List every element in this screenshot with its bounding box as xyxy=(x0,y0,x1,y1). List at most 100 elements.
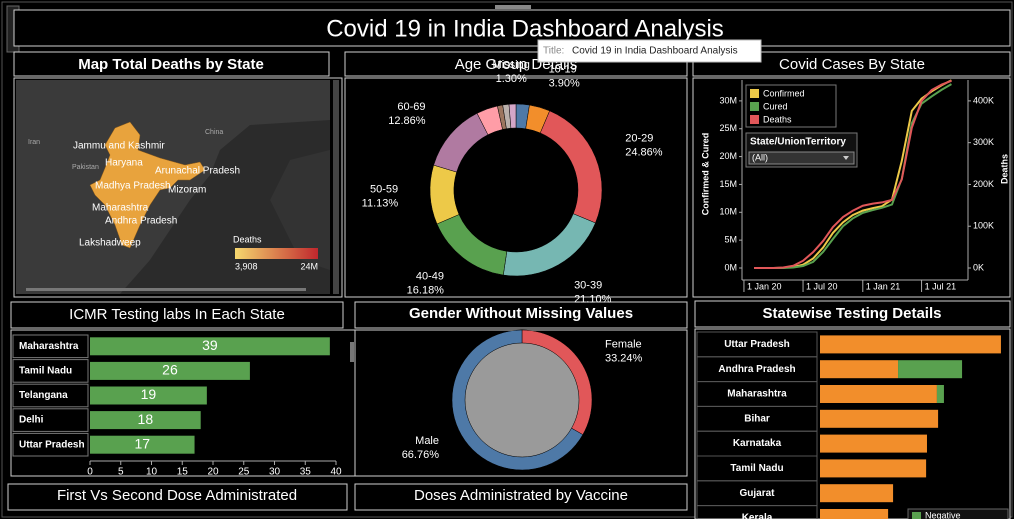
legend-label: Cured xyxy=(763,101,788,111)
legend-swatch xyxy=(750,102,759,111)
scrollbar[interactable] xyxy=(333,80,339,294)
bar-segment[interactable] xyxy=(820,509,889,519)
panel-title: ICMR Testing labs In Each State xyxy=(69,306,285,323)
country-label: Iran xyxy=(28,139,40,146)
category-label: Tamil Nadu xyxy=(19,366,72,377)
panel-title: Statewise Testing Details xyxy=(763,305,942,322)
legend-box xyxy=(745,84,837,128)
legend-max: 24M xyxy=(300,261,318,271)
state-label: Mizoram xyxy=(168,185,206,196)
state-label: Arunachal Pradesh xyxy=(155,166,240,177)
country-label: China xyxy=(205,129,223,136)
bar[interactable] xyxy=(90,361,250,380)
country-label: Pakistan xyxy=(72,164,99,171)
slice-value: 11.13% xyxy=(362,198,399,210)
bar-segment[interactable] xyxy=(820,484,894,503)
series-line xyxy=(754,79,952,269)
category-label: Maharashtra xyxy=(19,341,79,352)
x-tick-label: 0 xyxy=(87,467,93,478)
bar-segment[interactable] xyxy=(820,409,939,428)
donut-center xyxy=(465,343,579,457)
legend-label: Deaths xyxy=(763,114,792,124)
slice-value: 16.18% xyxy=(407,284,445,296)
state-label: Andhra Pradesh xyxy=(105,216,177,227)
category-label: Karnataka xyxy=(733,438,782,449)
slice-label: Female xyxy=(605,339,642,351)
bar-segment[interactable] xyxy=(820,335,1001,354)
donut-slice[interactable] xyxy=(508,103,517,129)
scrollbar[interactable] xyxy=(350,342,354,362)
y-tick-label: 15M xyxy=(719,179,737,189)
y-tick-label: 20M xyxy=(719,151,737,161)
panel-title: First Vs Second Dose Administrated xyxy=(57,487,297,504)
panel-title: Map Total Deaths by State xyxy=(78,56,264,73)
y2-tick-label: 0K xyxy=(973,262,984,272)
category-label: Telangana xyxy=(19,390,68,401)
y-tick-label: 5M xyxy=(724,235,737,245)
y-axis-title: Confirmed & Cured xyxy=(700,133,710,216)
row-label-cell xyxy=(12,432,89,457)
row-label-cell xyxy=(696,505,818,519)
slice-label: 40-49 xyxy=(416,270,444,282)
filter-value: (All) xyxy=(752,152,768,162)
slice-label: 10-19 xyxy=(549,63,577,75)
value-label: 39 xyxy=(202,337,218,353)
row-label-cell xyxy=(12,359,89,383)
bar-segment[interactable] xyxy=(820,459,927,478)
x-tick-label: 1 Jan 20 xyxy=(747,281,782,291)
bar[interactable] xyxy=(90,386,207,405)
x-tick-label: 35 xyxy=(300,467,312,478)
category-label: Tamil Nadu xyxy=(730,463,783,474)
slice-label: Missing xyxy=(493,59,530,71)
legend-scale xyxy=(235,248,318,259)
category-label: Bihar xyxy=(744,413,770,424)
y2-axis-title: Deaths xyxy=(999,154,1009,184)
row-label-cell xyxy=(12,408,89,432)
y2-tick-label: 100K xyxy=(973,221,994,231)
legend-title: Deaths xyxy=(233,234,262,244)
bar-segment[interactable] xyxy=(820,360,899,379)
state-label: Maharashtra xyxy=(92,203,149,214)
row-label-cell xyxy=(12,383,89,408)
y-tick-label: 25M xyxy=(719,123,737,133)
land xyxy=(16,80,330,294)
title-box xyxy=(13,9,1011,47)
legend-min: 3,908 xyxy=(235,261,258,271)
bar-segment[interactable] xyxy=(936,385,944,403)
bar-segment[interactable] xyxy=(820,434,927,453)
slice-value: 33.24% xyxy=(605,353,643,365)
panel xyxy=(692,77,1011,298)
filter-dropdown[interactable] xyxy=(748,151,855,165)
bar[interactable] xyxy=(90,411,201,430)
bar[interactable] xyxy=(90,337,330,356)
panel-title: Covid Cases By State xyxy=(779,56,925,73)
state-label: Lakshadweep xyxy=(79,238,141,249)
panel-header xyxy=(694,300,1011,328)
state-label: Haryana xyxy=(105,158,143,169)
tooltip-label: Title: xyxy=(543,46,564,57)
scrollbar[interactable] xyxy=(26,288,306,291)
slice-value: 3.90% xyxy=(549,77,580,89)
value-label: 18 xyxy=(138,411,154,427)
legend-swatch xyxy=(750,89,759,98)
india-map[interactable] xyxy=(89,121,206,249)
x-tick-label: 1 Jul 20 xyxy=(806,281,838,291)
slice-label: 30-39 xyxy=(574,280,602,292)
slice-label: Male xyxy=(415,435,439,447)
x-tick-label: 25 xyxy=(238,467,250,478)
y2-tick-label: 300K xyxy=(973,137,994,147)
x-tick-label: 1 Jul 21 xyxy=(925,281,957,291)
legend-label: Confirmed xyxy=(763,88,805,98)
y-tick-label: 0M xyxy=(724,262,737,272)
bar-segment[interactable] xyxy=(898,360,963,379)
slice-value: 66.76% xyxy=(402,449,440,461)
donut-slice[interactable] xyxy=(451,329,584,471)
bar[interactable] xyxy=(90,435,195,454)
x-tick-label: 15 xyxy=(177,467,189,478)
y-tick-label: 10M xyxy=(719,207,737,217)
legend-label: Negative xyxy=(925,510,961,519)
legend-swatch xyxy=(912,512,921,519)
slice-value: 12.86% xyxy=(388,115,426,127)
bar-segment[interactable] xyxy=(820,385,937,403)
